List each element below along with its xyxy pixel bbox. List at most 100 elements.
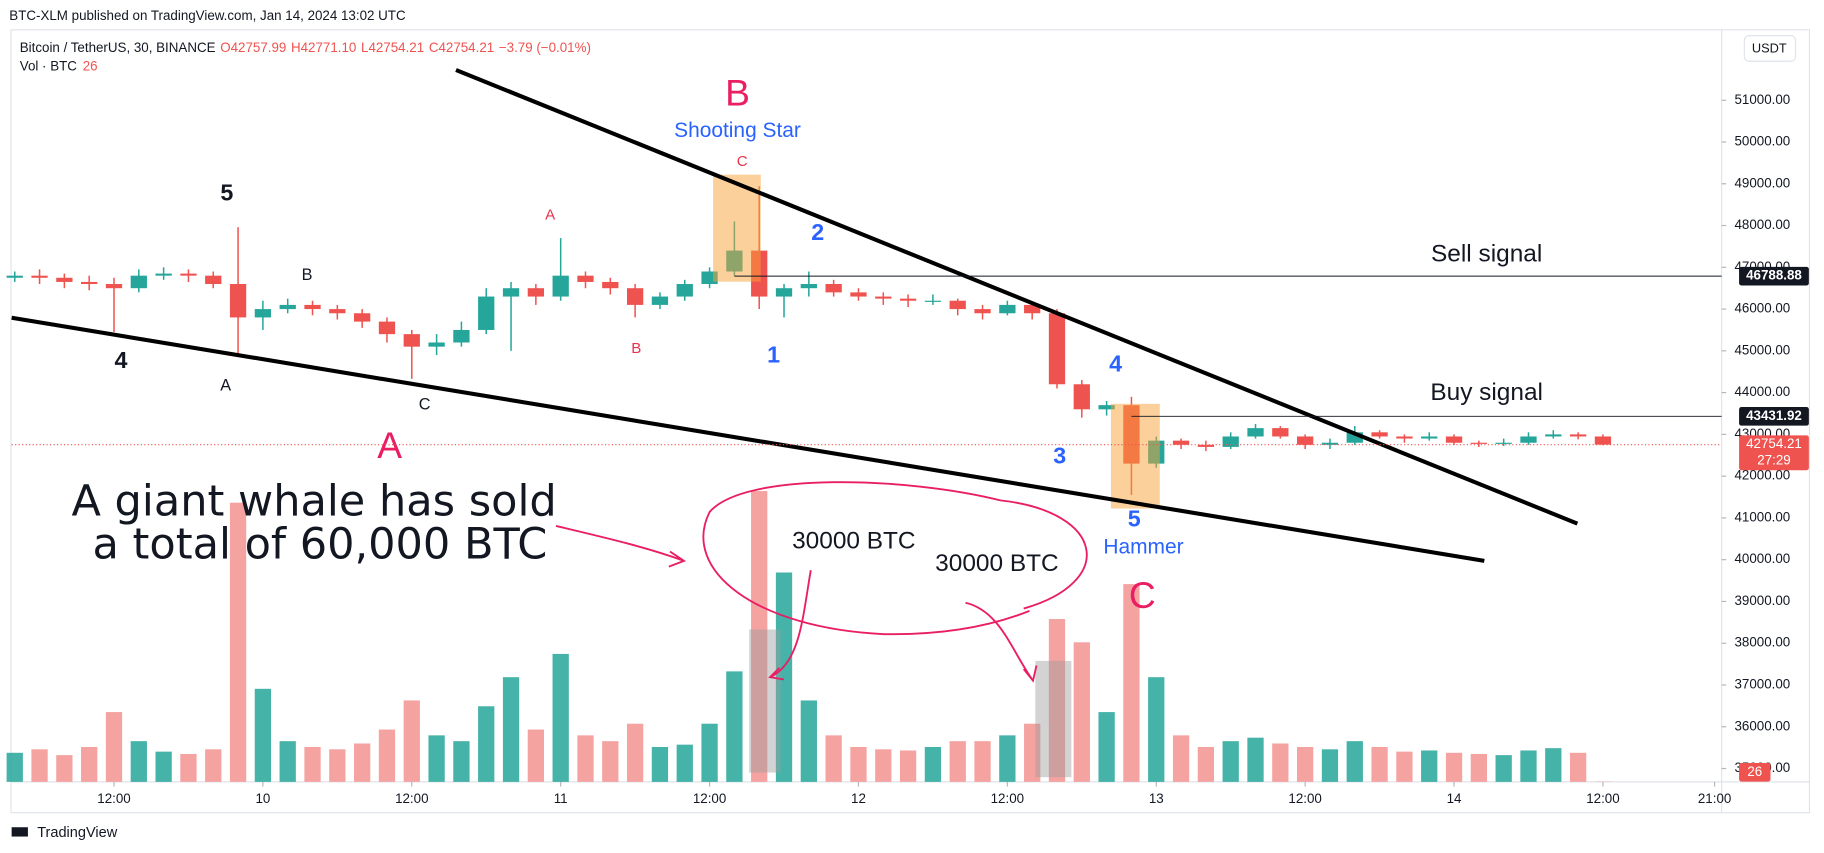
volume-bar	[875, 749, 892, 782]
currency-button[interactable]	[1743, 35, 1797, 62]
volume-bar	[800, 700, 817, 782]
candle-body	[1297, 436, 1314, 445]
candle-body	[1470, 442, 1487, 444]
wave-label: 2	[811, 219, 824, 245]
volume-bar	[56, 755, 73, 782]
volume-bar	[1569, 752, 1587, 782]
volume-bar	[478, 706, 495, 782]
candle-body	[651, 296, 669, 305]
x-tick-label: 12:00	[97, 791, 130, 806]
wave-label: 1	[767, 341, 780, 367]
arrow	[768, 570, 812, 681]
candle-body	[1371, 432, 1388, 437]
candle-body	[354, 313, 371, 322]
ellipse-note	[702, 481, 1088, 636]
y-tick-label: 37000.00	[1734, 677, 1790, 692]
volume-bar	[1445, 752, 1463, 782]
volume-tag	[1739, 762, 1771, 782]
volume-bar	[1222, 741, 1239, 782]
candle-body	[229, 284, 247, 318]
volume-bar	[1396, 751, 1413, 782]
volume-bar	[403, 700, 420, 782]
candle-body	[279, 304, 296, 310]
candle-body	[502, 288, 520, 297]
candle-body	[254, 309, 272, 318]
volume-title: Vol · BTC	[20, 58, 78, 73]
whale-note: a total of 60,000 BTC	[92, 519, 547, 569]
volume-bar	[130, 741, 147, 782]
candle-body	[626, 288, 644, 305]
candle-body	[56, 277, 73, 282]
legend-line: Bitcoin / TetherUS, 30, BINANCE O42757.99…	[20, 39, 591, 54]
x-tick-label: 12:00	[693, 791, 726, 806]
volume-bar	[279, 741, 296, 782]
candle-body	[602, 281, 619, 289]
candle-body	[81, 281, 98, 285]
x-tick-label: 12:00	[395, 791, 428, 806]
wave-label: C	[737, 153, 748, 170]
price-tag-label: 43431.92	[1746, 408, 1802, 423]
candle-body	[899, 298, 917, 301]
volume-bar	[850, 746, 867, 782]
arrow	[965, 601, 1038, 683]
wave-label: C	[1129, 574, 1156, 616]
volume-bar	[552, 653, 569, 782]
volume-bar	[999, 735, 1016, 782]
signal-label: Buy signal	[1430, 379, 1543, 406]
candle-body	[552, 275, 569, 297]
volume-bar	[1272, 743, 1289, 782]
currency-label[interactable]: USDT	[1752, 40, 1787, 55]
candle-body	[1048, 313, 1066, 385]
price-tag	[1739, 407, 1809, 426]
y-tick-label: 40000.00	[1734, 551, 1790, 566]
candle-body	[428, 342, 445, 347]
volume-bar	[577, 735, 594, 782]
candle-body	[1495, 442, 1512, 444]
volume-bar	[1123, 584, 1140, 782]
y-tick-label: 44000.00	[1734, 384, 1790, 399]
last-price-label: 42754.21	[1746, 436, 1802, 451]
volume-bar	[428, 735, 445, 782]
volume-bar	[1098, 712, 1115, 782]
volume-bar	[1172, 735, 1190, 782]
open: O42757.99	[220, 39, 286, 54]
volume-bar	[180, 753, 197, 782]
candle-body	[378, 321, 396, 335]
change: −3.79 (−0.01%)	[499, 39, 591, 54]
volume-bar	[155, 751, 172, 782]
x-tick-label: 11	[554, 791, 568, 806]
candle-body	[850, 292, 867, 297]
frame	[10, 29, 1811, 814]
volume-note: 30000 BTC	[792, 528, 915, 555]
volume-bar	[502, 677, 520, 782]
volume-bar	[1421, 750, 1438, 782]
candle-body	[924, 300, 942, 302]
x-tick-label: 12:00	[991, 791, 1024, 806]
volume-bar	[105, 712, 123, 782]
wave-label: 4	[1109, 351, 1122, 377]
footer: TradingView	[37, 825, 117, 841]
volume-bar	[378, 729, 396, 782]
volume-bar	[626, 723, 644, 782]
candle-body	[403, 334, 420, 347]
candle-body	[949, 300, 966, 310]
candle-body	[527, 288, 545, 297]
candle-body	[1024, 304, 1041, 314]
x-tick-label: 12	[851, 791, 866, 806]
y-tick-label: 38000.00	[1734, 635, 1790, 650]
candle-body	[105, 284, 123, 289]
x-tick-label: 12:00	[1288, 791, 1321, 806]
volume-bar	[6, 752, 23, 782]
candle-body	[1421, 436, 1438, 439]
candle-body	[329, 309, 346, 314]
candle-body	[1197, 444, 1215, 447]
x-tick-label: 14	[1447, 791, 1462, 806]
wave-label: A	[220, 377, 231, 395]
wave-label: B	[725, 71, 750, 113]
candle-body	[304, 304, 321, 310]
candle-body	[453, 329, 470, 343]
y-tick-label: 41000.00	[1734, 509, 1790, 524]
close: C42754.21	[429, 39, 494, 54]
highlight-box	[1110, 403, 1160, 509]
